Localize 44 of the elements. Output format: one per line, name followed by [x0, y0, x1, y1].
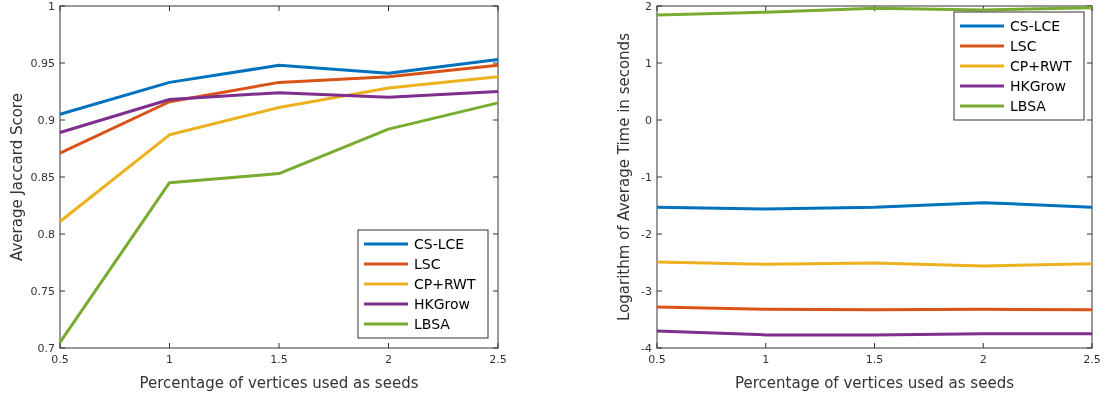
line-series: [58, 90, 500, 135]
line-series: [58, 101, 500, 344]
y-axis-title: Average Jaccard Score: [8, 93, 26, 261]
legend-label: LBSA: [1010, 98, 1047, 114]
legend-label: LBSA: [414, 316, 451, 332]
x-tick-label: 0.5: [51, 353, 69, 366]
legend-label: HKGrow: [414, 296, 471, 312]
x-tick-label: 2.5: [489, 353, 507, 366]
line-series: [58, 63, 500, 155]
legend-label: LSC: [1010, 38, 1037, 54]
x-axis-title: Percentage of vertices used as seeds: [139, 374, 419, 392]
y-tick-label: 1: [48, 0, 55, 13]
x-tick-label: 0.5: [648, 353, 666, 366]
legend-label: CS-LCE: [414, 236, 465, 252]
y-tick-label: 0.75: [30, 285, 55, 298]
y-axis-title: Logarithm of Average Time in seconds: [615, 32, 633, 321]
y-tick-label: -3: [641, 285, 652, 298]
legend-label: CP+RWT: [414, 276, 476, 292]
y-tick-label: 0.85: [30, 171, 55, 184]
y-tick-label: 0: [645, 114, 652, 127]
line-series: [58, 58, 500, 116]
x-tick-label: 2.5: [1083, 353, 1101, 366]
legend-label: HKGrow: [1010, 78, 1067, 94]
y-tick-label: 2: [645, 0, 652, 13]
x-tick-label: 2: [979, 353, 987, 366]
y-tick-label: -2: [641, 228, 652, 241]
x-axis-title: Percentage of vertices used as seeds: [735, 374, 1015, 392]
y-tick-label: 0.9: [37, 114, 55, 127]
x-tick-label: 1: [762, 353, 770, 366]
line-series: [655, 6, 1094, 17]
y-tick-label: 0.95: [30, 57, 55, 70]
legend-label: LSC: [414, 256, 441, 272]
y-tick-label: 0.7: [37, 342, 55, 355]
x-tick-label: 1.5: [270, 353, 288, 366]
line-series: [58, 75, 500, 223]
x-tick-label: 1: [166, 353, 173, 366]
x-tick-label: 1.5: [865, 353, 884, 366]
legend-label: CP+RWT: [1010, 58, 1072, 74]
legend-label: CS-LCE: [1010, 18, 1061, 34]
y-tick-label: 0.8: [37, 228, 55, 241]
x-tick-label: 2: [385, 353, 392, 366]
y-tick-label: -4: [641, 342, 652, 355]
y-tick-label: 1: [645, 57, 652, 70]
y-tick-label: -1: [641, 171, 652, 184]
